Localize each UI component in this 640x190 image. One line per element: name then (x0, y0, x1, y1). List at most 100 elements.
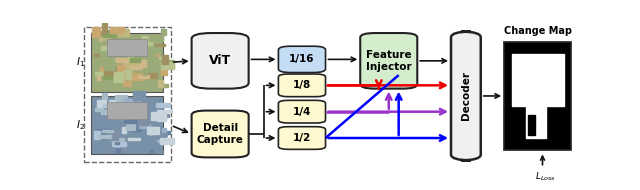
Bar (147, 71, 149, 80)
Bar (104, 41, 111, 51)
Bar (107, 149, 113, 152)
Bar (111, 39, 117, 43)
Bar (101, 142, 106, 143)
Bar (162, 60, 174, 68)
Bar (102, 104, 116, 107)
Bar (155, 44, 165, 46)
Bar (113, 66, 125, 73)
Bar (160, 138, 175, 144)
Bar (124, 137, 133, 141)
Bar (107, 45, 119, 50)
Bar (130, 122, 141, 131)
Bar (104, 62, 115, 70)
Text: Change Map: Change Map (504, 26, 572, 36)
Bar (161, 69, 167, 75)
Bar (142, 36, 152, 45)
Bar (127, 123, 134, 130)
Text: 1/2: 1/2 (293, 133, 311, 143)
Bar (116, 147, 125, 149)
Text: $I_2$: $I_2$ (76, 118, 85, 132)
Bar (157, 118, 166, 121)
Bar (163, 55, 168, 64)
Bar (116, 45, 127, 54)
Bar (97, 100, 106, 107)
Bar (131, 40, 140, 46)
Bar (94, 131, 100, 139)
Text: 1/4: 1/4 (292, 107, 311, 117)
Bar (113, 58, 127, 62)
Bar (97, 129, 111, 139)
Bar (147, 136, 155, 142)
Bar (140, 60, 144, 66)
Bar (102, 131, 113, 132)
Bar (162, 128, 166, 135)
Bar (157, 110, 172, 112)
Bar (122, 127, 126, 133)
Bar (102, 30, 115, 37)
Bar (124, 70, 131, 79)
FancyBboxPatch shape (360, 33, 417, 89)
Bar (109, 27, 124, 33)
Bar (159, 131, 170, 134)
Bar (99, 135, 111, 138)
Bar (146, 73, 157, 78)
FancyBboxPatch shape (451, 32, 481, 160)
FancyBboxPatch shape (278, 100, 326, 123)
Bar (161, 84, 168, 87)
Text: $\mathit{L}_{Loss}$: $\mathit{L}_{Loss}$ (534, 171, 556, 183)
Bar (92, 32, 105, 35)
Bar (121, 74, 125, 78)
Bar (95, 72, 108, 75)
FancyBboxPatch shape (91, 96, 163, 154)
Bar (527, 103, 547, 138)
Bar (137, 143, 144, 148)
Bar (153, 134, 166, 139)
Bar (95, 108, 103, 111)
Text: 1/8: 1/8 (293, 80, 311, 90)
Bar (116, 148, 120, 153)
FancyBboxPatch shape (191, 33, 249, 89)
Bar (122, 42, 135, 44)
Bar (158, 80, 163, 87)
Bar (109, 103, 118, 105)
Bar (92, 27, 100, 37)
Bar (117, 109, 129, 119)
Bar (109, 100, 115, 109)
Bar (159, 57, 166, 59)
Bar (94, 54, 99, 56)
Text: $I_1$: $I_1$ (76, 55, 85, 69)
Bar (104, 69, 113, 74)
Bar (132, 91, 145, 101)
Bar (122, 114, 131, 118)
Bar (114, 72, 123, 82)
Bar (124, 113, 136, 123)
Bar (150, 150, 153, 153)
Bar (111, 73, 115, 74)
Text: 1/16: 1/16 (289, 54, 315, 64)
Bar (143, 68, 146, 75)
Bar (103, 74, 113, 79)
Bar (97, 76, 100, 80)
Bar (113, 110, 123, 112)
Bar (130, 73, 144, 80)
Bar (137, 98, 140, 101)
Bar (156, 54, 158, 56)
Bar (118, 29, 129, 36)
Text: Feature
Injector: Feature Injector (366, 50, 412, 72)
Bar (129, 138, 140, 140)
Bar (104, 61, 108, 69)
Bar (147, 127, 159, 134)
Bar (108, 131, 118, 140)
Bar (139, 118, 148, 128)
Bar (504, 42, 571, 150)
Bar (115, 95, 127, 102)
Bar (128, 50, 133, 60)
Bar (138, 117, 149, 125)
Bar (120, 147, 125, 151)
Bar (150, 134, 163, 140)
Polygon shape (107, 102, 147, 119)
Bar (528, 115, 535, 135)
Bar (151, 112, 166, 120)
Bar (118, 108, 123, 118)
Bar (116, 107, 128, 114)
